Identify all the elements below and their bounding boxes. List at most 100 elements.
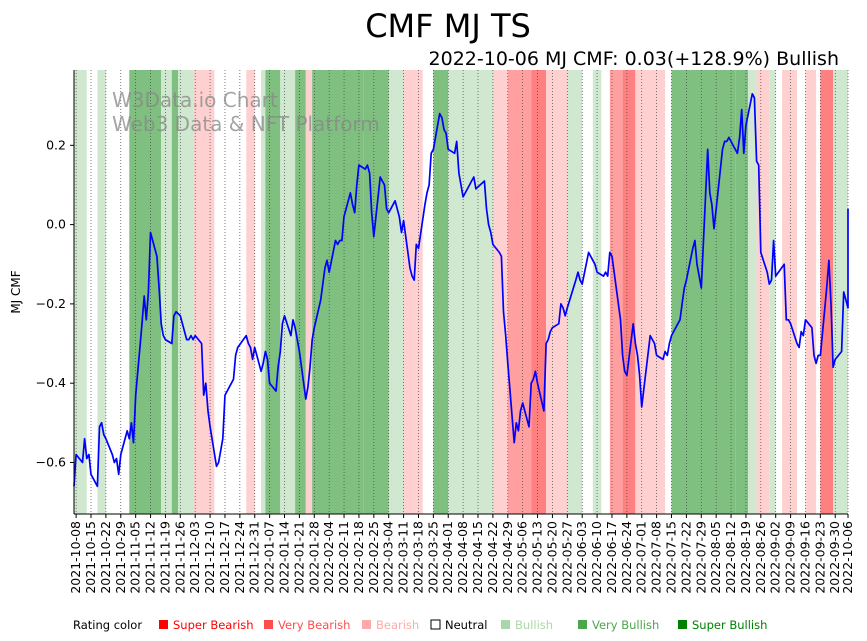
x-tick-label-22: 2022-03-11 (396, 521, 411, 594)
rating-band-21 (531, 70, 547, 514)
x-tick-label-15: 2022-01-21 (291, 521, 306, 594)
x-tick-label-30: 2022-05-06 (515, 521, 530, 594)
legend-label-3: Neutral (445, 618, 487, 632)
rating-band-2 (129, 70, 162, 514)
x-tick-label-23: 2022-03-18 (410, 521, 425, 594)
x-tick-label-52: 2022-10-06 (840, 521, 855, 594)
rating-band-23 (567, 70, 583, 514)
x-tick-label-3: 2021-10-29 (113, 521, 128, 594)
legend-label-1: Very Bearish (278, 618, 350, 632)
legend-swatch-1 (264, 620, 273, 629)
rating-band-7 (246, 70, 255, 514)
rating-band-3 (161, 70, 172, 514)
rating-band-5 (178, 70, 194, 514)
x-tick-label-17: 2022-02-04 (321, 521, 336, 594)
rating-band-14 (363, 70, 389, 514)
rating-band-10 (280, 70, 296, 514)
x-tick-label-4: 2021-11-05 (128, 521, 143, 594)
rating-band-1 (97, 70, 106, 514)
rating-band-33 (782, 70, 797, 514)
x-tick-label-40: 2022-07-15 (664, 521, 679, 594)
legend-swatch-6 (678, 620, 687, 629)
x-tick-label-43: 2022-08-05 (708, 521, 723, 594)
x-tick-label-27: 2022-04-15 (470, 521, 485, 594)
x-tick-label-13: 2022-01-07 (262, 521, 277, 594)
rating-legend: Rating color Super Bearish Very Bearish Bea… (73, 618, 767, 632)
y-axis-label: MJ CMF (9, 270, 23, 313)
rating-band-19 (492, 70, 508, 514)
y-tick-label-2: −0.2 (36, 296, 66, 311)
x-tick-label-35: 2022-06-10 (589, 521, 604, 594)
y-tick-label-4: 0.2 (46, 137, 66, 152)
x-tick-label-41: 2022-07-22 (678, 521, 693, 594)
legend-swatch-5 (578, 620, 587, 629)
rating-band-18 (448, 70, 493, 514)
x-tick-label-1: 2021-10-15 (83, 521, 98, 594)
rating-band-6 (193, 70, 215, 514)
x-tick-label-26: 2022-04-08 (455, 521, 470, 594)
x-tick-label-14: 2022-01-14 (277, 521, 292, 594)
x-tick-label-0: 2021-10-08 (68, 521, 83, 594)
x-tick-label-39: 2022-07-08 (649, 521, 664, 594)
x-tick-label-6: 2021-11-19 (157, 521, 172, 594)
legend-swatch-0 (159, 620, 168, 629)
legend-swatch-3 (430, 619, 441, 630)
rating-band-26 (622, 70, 636, 514)
x-tick-label-7: 2021-11-26 (172, 521, 187, 594)
vertical-gridlines (75, 70, 849, 514)
rating-bands (74, 70, 848, 514)
legend-swatch-2 (362, 620, 371, 629)
rating-band-22 (546, 70, 568, 514)
legend-label-5: Very Bullish (592, 618, 659, 632)
rating-band-28 (671, 70, 736, 514)
x-tick-label-9: 2021-12-10 (202, 521, 217, 594)
rating-band-13 (312, 70, 364, 514)
x-tick-label-11: 2021-12-24 (232, 521, 247, 594)
rating-band-32 (769, 70, 776, 514)
x-tick-label-20: 2022-02-25 (366, 521, 381, 594)
rating-band-16 (403, 70, 423, 514)
x-tick-label-12: 2021-12-31 (247, 521, 262, 594)
rating-band-20 (507, 70, 532, 514)
legend-swatch-4 (501, 620, 510, 629)
x-tick-label-45: 2022-08-19 (738, 521, 753, 594)
x-tick-label-47: 2022-09-02 (768, 521, 783, 594)
x-axis-ticks: 2021-10-08 2021-10-15 2021-10-22 2021-10-29… (68, 514, 855, 594)
rating-band-15 (388, 70, 404, 514)
legend-label-0: Super Bearish (173, 618, 254, 632)
rating-band-27 (635, 70, 666, 514)
legend-label-2: Bearish (376, 618, 419, 632)
x-tick-label-36: 2022-06-17 (604, 521, 619, 594)
rating-band-29 (735, 70, 749, 514)
y-tick-label-0: −0.6 (36, 454, 66, 469)
x-tick-label-44: 2022-08-12 (723, 521, 738, 594)
rating-band-11 (295, 70, 306, 514)
legend-title: Rating color (73, 618, 142, 632)
x-tick-label-32: 2022-05-20 (544, 521, 559, 594)
rating-band-4 (171, 70, 179, 514)
x-tick-label-18: 2022-02-11 (336, 521, 351, 594)
rating-band-8 (261, 70, 266, 514)
legend-label-6: Super Bullish (692, 618, 767, 632)
x-tick-label-19: 2022-02-18 (351, 521, 366, 594)
x-tick-label-31: 2022-05-13 (530, 521, 545, 594)
x-tick-label-24: 2022-03-25 (425, 521, 440, 594)
y-axis-ticks: −0.6 −0.4 −0.2 0.0 0.2 (36, 137, 74, 469)
x-tick-label-5: 2021-11-12 (143, 521, 158, 594)
x-tick-label-29: 2022-04-29 (500, 521, 515, 594)
watermark-line-1: W3Data.io Chart (112, 88, 278, 112)
chart-subtitle: 2022-10-06 MJ CMF: 0.03(+128.9%) Bullish (429, 48, 839, 70)
x-tick-label-10: 2021-12-17 (217, 521, 232, 594)
cmf-series-line (73, 92, 849, 488)
x-tick-label-25: 2022-04-01 (440, 521, 455, 594)
x-tick-label-8: 2021-12-03 (187, 521, 202, 594)
x-tick-label-16: 2022-01-28 (306, 521, 321, 594)
rating-band-17 (433, 70, 449, 514)
rating-band-36 (833, 70, 848, 514)
rating-band-12 (305, 70, 313, 514)
axes (73, 70, 848, 515)
x-tick-label-50: 2022-09-23 (812, 521, 827, 594)
y-tick-label-3: 0.0 (46, 217, 66, 232)
x-tick-label-38: 2022-07-01 (634, 521, 649, 594)
